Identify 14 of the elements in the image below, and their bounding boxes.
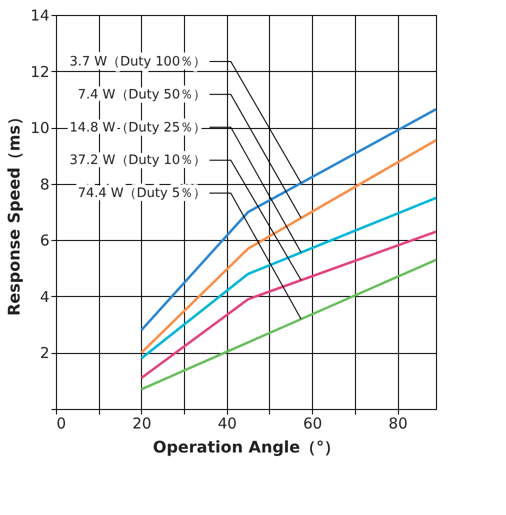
x-tick-label: 0 [56,414,66,432]
x-tick-label: 20 [132,414,152,432]
y-tick-label: 12 [30,62,50,81]
x-tick-label: 80 [388,414,408,432]
y-tick-label: 14 [30,6,50,24]
y-tick-label: 10 [30,119,50,138]
y-tick-label: 6 [40,232,50,250]
x-tick-label: 60 [303,414,322,432]
x-tick-label: 40 [218,414,237,432]
y-tick-label: 8 [40,175,50,194]
y-tick-label: 4 [40,288,50,306]
y-axis-title: Response Speed（ms） [4,109,24,316]
y-tick-label: 2 [40,344,50,362]
x-axis-title: Operation Angle（°） [152,438,340,456]
